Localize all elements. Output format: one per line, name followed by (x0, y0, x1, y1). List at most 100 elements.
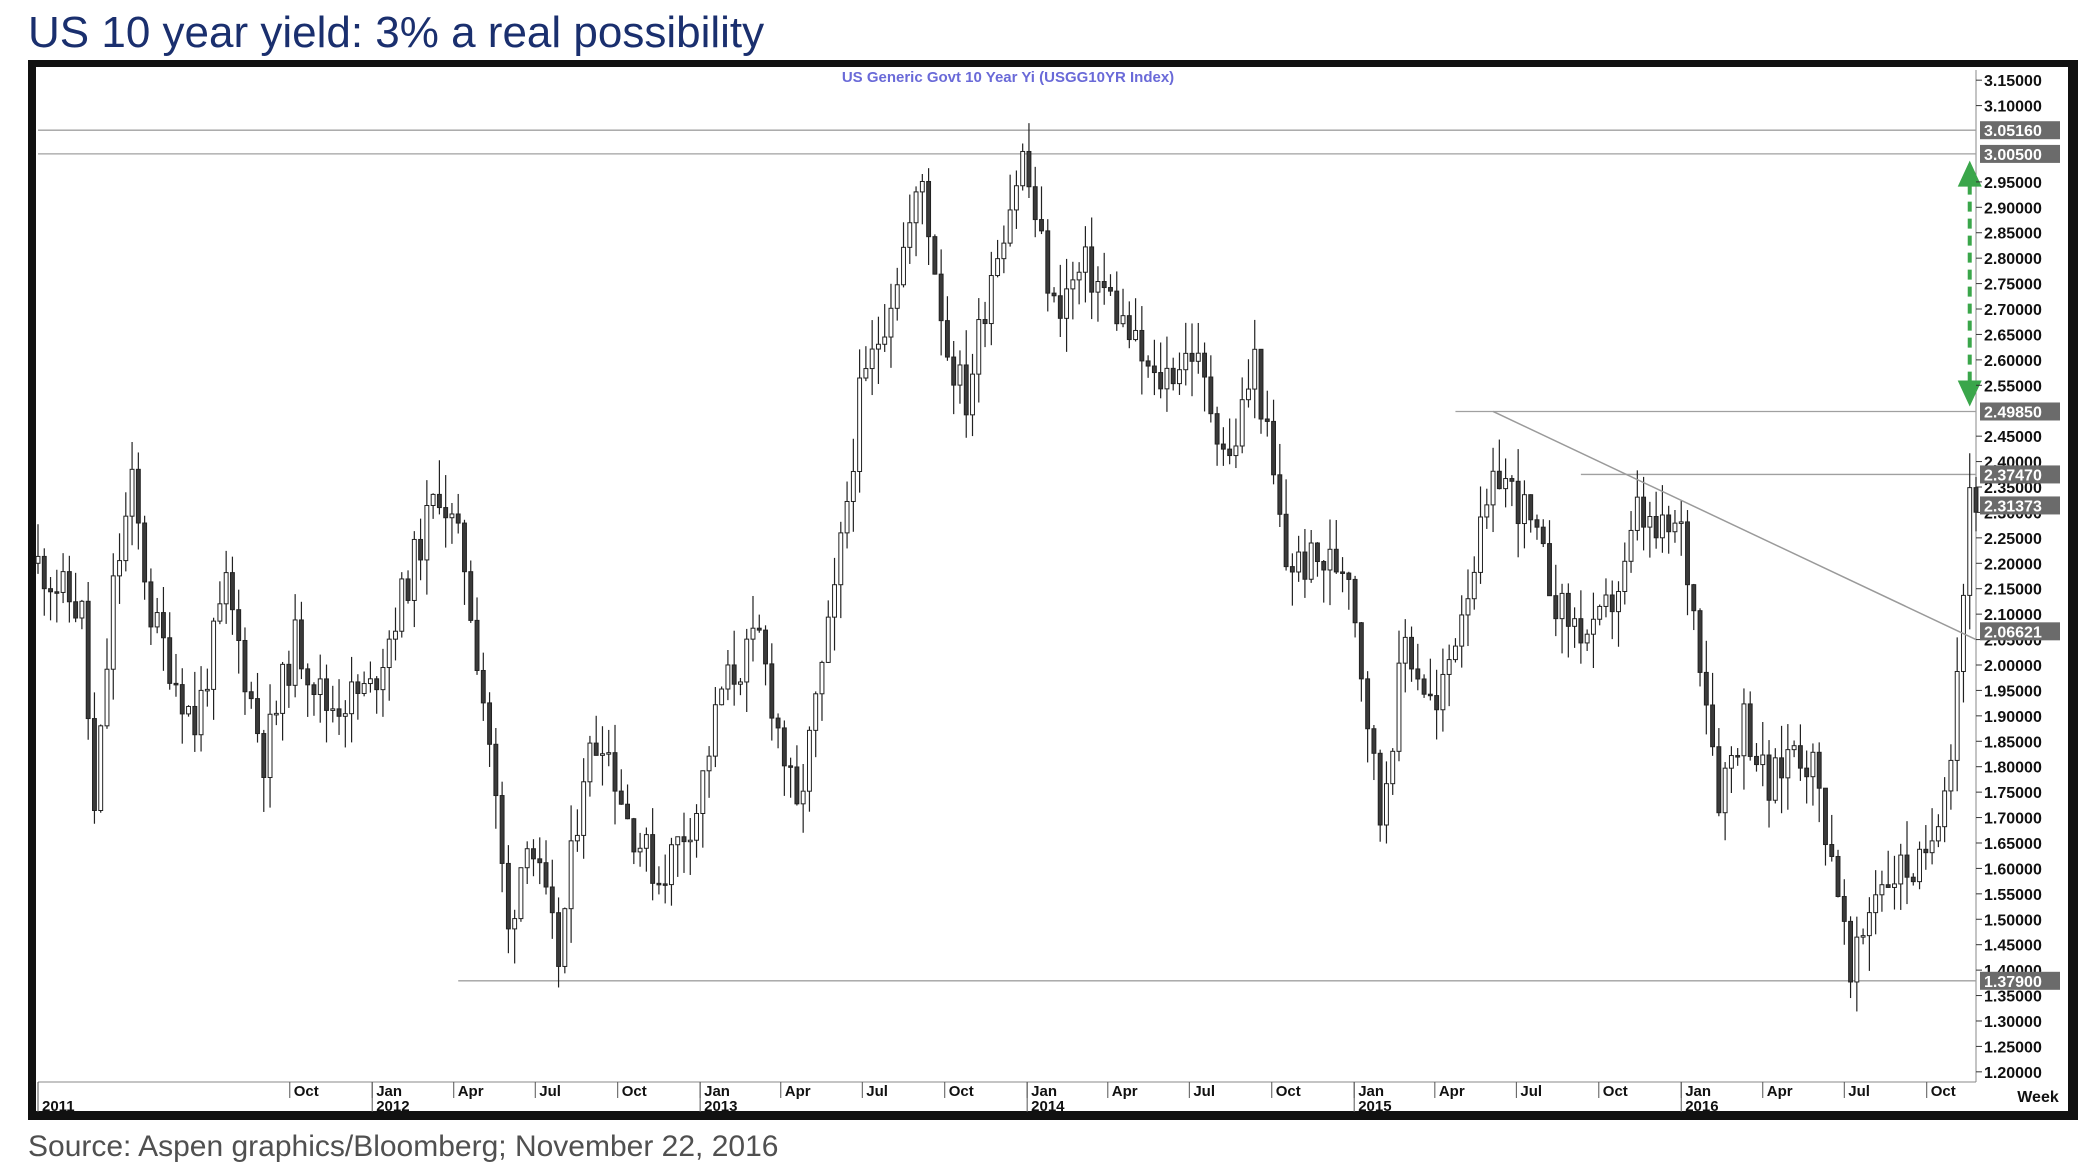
candle-body (1716, 746, 1722, 814)
candle-body (1892, 883, 1897, 888)
candle-body (806, 729, 812, 792)
candle-body (1258, 348, 1264, 420)
candle-body (123, 515, 129, 562)
candle-body (1177, 369, 1182, 385)
candle-body (1797, 745, 1803, 769)
candle-body (1452, 645, 1458, 661)
candle-body (1465, 598, 1471, 616)
candle-body (744, 638, 750, 683)
x-month-label: Oct (1603, 1083, 1628, 1100)
candle-body (1384, 783, 1389, 826)
candle-body (1446, 659, 1452, 675)
candle-body (1735, 755, 1741, 758)
candle-body (875, 343, 881, 350)
candle-body (1402, 636, 1408, 664)
candle-body (1133, 329, 1139, 341)
y-tick-label: 1.20000 (1984, 1065, 2042, 1082)
candle-body (819, 661, 825, 695)
y-tick-label: 2.75000 (1984, 277, 2042, 294)
candle-body (1509, 478, 1515, 482)
y-tick-label: 2.25000 (1984, 531, 2042, 548)
candle-body (1340, 571, 1345, 574)
candle-body (1948, 759, 1954, 792)
candle-body (562, 908, 568, 967)
candle-body (1202, 352, 1208, 378)
x-month-label: Jul (1848, 1083, 1870, 1100)
level-label: 1.37900 (1984, 974, 2042, 991)
y-tick-label: 2.00000 (1984, 658, 2042, 675)
x-year-label: 2013 (704, 1098, 737, 1115)
candle-body (1082, 246, 1088, 273)
candle-body (1478, 516, 1483, 573)
candle-body (493, 743, 499, 797)
candle-body (424, 505, 430, 561)
candle-body (1603, 594, 1609, 607)
candle-body (1923, 848, 1929, 854)
candle-body (1120, 315, 1126, 325)
candle-body (650, 834, 656, 884)
candle-body (1315, 542, 1320, 563)
candle-body (825, 616, 831, 663)
candle-body (361, 683, 367, 694)
candle-body (98, 725, 104, 812)
candle-body (324, 678, 329, 711)
candle-body (85, 600, 91, 720)
candle-body (1051, 292, 1057, 297)
candle-body (1785, 749, 1791, 779)
candle-body (963, 364, 969, 416)
candle-body (1917, 848, 1922, 883)
candle-body (1810, 751, 1816, 778)
level-lines (38, 70, 1977, 1083)
candle-body (462, 522, 467, 573)
x-axis: Oct Jan Apr Jul Oct Jan Apr Jul Oct Jan Apr Jul Oct J… (37, 1082, 1956, 1115)
candle-body (1578, 618, 1584, 644)
y-tick-label: 2.80000 (1984, 251, 2042, 268)
candle-body (1076, 271, 1082, 281)
candle-body (957, 364, 963, 386)
candle-body (1277, 474, 1283, 515)
slide-title: US 10 year yield: 3% a real possibility (28, 8, 765, 57)
candle-body (449, 513, 455, 519)
candle-body (349, 681, 355, 715)
candle-body (951, 356, 957, 386)
candle-body (524, 848, 530, 869)
candle-body (750, 627, 756, 640)
candle-body (1114, 290, 1120, 325)
y-tick-label: 1.45000 (1984, 938, 2042, 955)
candle-body (863, 368, 869, 379)
candle-body (1553, 595, 1559, 620)
candle-body (1641, 496, 1647, 528)
candle-body (173, 682, 179, 686)
candle-body (1459, 614, 1465, 647)
x-month-label: Apr (1439, 1083, 1465, 1100)
candle-body (487, 702, 493, 745)
level-label-box (1980, 622, 2060, 641)
candle-body (1634, 496, 1640, 531)
candle-body (838, 532, 844, 586)
candle-body (1427, 693, 1433, 697)
candle-body (1490, 470, 1496, 506)
level-label: 3.00500 (1984, 147, 2042, 164)
chart-frame: US Generic Govt 10 Year Yi (USGG10YR Ind… (28, 60, 2078, 1120)
candle-body (976, 319, 982, 375)
candle-body (273, 712, 279, 716)
candle-body (800, 790, 806, 805)
candle-body (443, 507, 449, 519)
candle-body (1239, 399, 1245, 447)
overlays (1492, 160, 1982, 641)
candle-body (1653, 516, 1659, 539)
candle-body (869, 348, 875, 370)
candle-body (1597, 605, 1603, 620)
level-label: 3.05160 (1984, 123, 2042, 140)
y-tick-label: 1.75000 (1984, 785, 2042, 802)
candle-body (832, 584, 837, 618)
candle-body (505, 862, 511, 930)
resistance-trendline (1492, 410, 1977, 641)
y-axis: 3.15000 3.10000 2.95000 2.90000 2.85000 2.800… (1976, 73, 2060, 1082)
x-month-label: Apr (785, 1083, 811, 1100)
x-month-label: Jan (376, 1083, 402, 1100)
x-month-label: Jan (1685, 1083, 1711, 1100)
candle-body (1804, 767, 1810, 778)
candle-body (669, 844, 674, 886)
candle-body (894, 284, 900, 309)
